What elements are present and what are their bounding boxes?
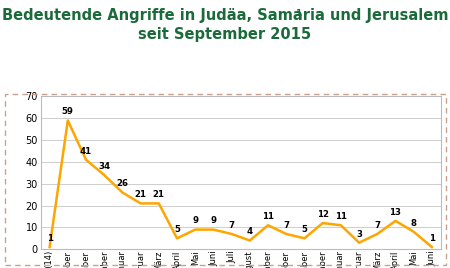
Text: 7: 7	[283, 221, 289, 230]
Text: 34: 34	[98, 162, 110, 171]
Text: Bedeutende Angriffe in Judäa, Samaria und Jerusalem
seit September 2015: Bedeutende Angriffe in Judäa, Samaria un…	[2, 8, 448, 42]
Text: 1: 1	[47, 234, 53, 243]
Text: 13: 13	[390, 208, 401, 217]
Text: 26: 26	[117, 179, 128, 188]
Text: 1: 1	[295, 9, 301, 18]
Text: 7: 7	[229, 221, 235, 230]
Text: 8: 8	[411, 219, 417, 228]
Text: 21: 21	[153, 190, 165, 199]
Text: 11: 11	[262, 212, 274, 221]
Text: 9: 9	[192, 217, 198, 225]
Text: 11: 11	[335, 212, 347, 221]
Text: 9: 9	[211, 217, 216, 225]
Text: 5: 5	[174, 225, 180, 234]
Text: 3: 3	[356, 229, 362, 239]
Text: 4: 4	[247, 227, 253, 236]
Text: 1: 1	[429, 234, 435, 243]
Text: 41: 41	[80, 147, 92, 156]
Text: 12: 12	[317, 210, 328, 219]
Text: 7: 7	[374, 221, 380, 230]
Text: 5: 5	[302, 225, 307, 234]
Text: 59: 59	[62, 107, 74, 116]
Text: 21: 21	[135, 190, 147, 199]
